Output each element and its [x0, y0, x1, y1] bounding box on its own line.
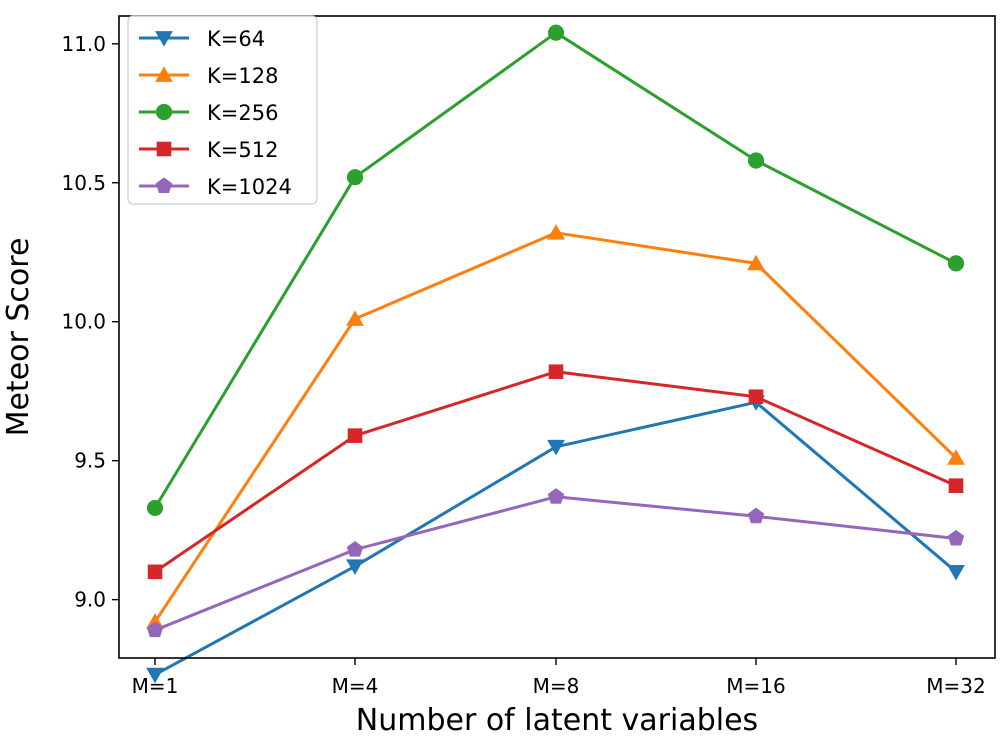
legend-marker	[155, 31, 173, 47]
legend-label: K=1024	[207, 175, 292, 199]
x-tick-label: M=8	[533, 674, 580, 698]
plot-area	[146, 24, 965, 684]
y-axis: 9.0 9.5 10.0 10.5 11.0	[61, 32, 119, 612]
x-axis: M=1 M=4 M=8 M=16 M=32	[132, 658, 986, 698]
data-point	[146, 621, 164, 638]
legend-marker	[155, 177, 173, 193]
data-point	[548, 364, 564, 380]
plot-frame	[118, 15, 996, 659]
series-k-512	[147, 364, 964, 580]
y-tick-label: 10.0	[61, 310, 106, 334]
data-point	[346, 559, 364, 575]
data-point	[947, 255, 965, 272]
legend: K=64 K=128 K=256 K=512 K=1024	[127, 15, 318, 205]
legend-entry: K=64	[139, 27, 265, 51]
data-point	[346, 540, 364, 557]
legend-frame	[127, 15, 318, 205]
series-k-128	[146, 224, 965, 629]
legend-entry: K=256	[139, 101, 278, 125]
legend-label: K=128	[207, 64, 278, 88]
data-point	[346, 169, 364, 186]
data-point	[747, 152, 765, 169]
data-point	[346, 310, 364, 326]
data-point	[146, 499, 164, 517]
legend-entry: K=128	[139, 64, 278, 88]
data-point	[547, 24, 565, 41]
data-point	[747, 254, 765, 271]
series-k-1024	[146, 488, 965, 638]
data-point	[747, 507, 765, 524]
legend-label: K=512	[207, 138, 278, 162]
data-point	[947, 564, 965, 581]
legend-marker	[155, 103, 173, 121]
series-k-256	[146, 24, 965, 517]
data-point	[547, 439, 565, 456]
data-point	[147, 564, 163, 580]
series-line	[153, 231, 958, 623]
y-tick-label: 9.5	[74, 449, 106, 473]
x-tick-label: M=1	[132, 674, 179, 698]
data-point	[748, 389, 764, 405]
data-point	[347, 428, 363, 443]
data-point	[547, 488, 565, 504]
legend-entry: K=1024	[139, 175, 292, 199]
legend-marker	[156, 141, 172, 157]
x-tick-label: M=32	[926, 674, 985, 698]
legend-label: K=256	[207, 101, 278, 125]
x-axis-label: Number of latent variables	[356, 703, 758, 738]
x-tick-label: M=4	[332, 674, 379, 698]
data-point	[146, 667, 164, 684]
series-k-64	[146, 395, 965, 684]
y-tick-label: 9.0	[74, 588, 106, 612]
legend-marker	[155, 66, 173, 82]
legend-entry: K=512	[139, 138, 278, 162]
data-point	[947, 449, 965, 465]
data-point	[947, 529, 965, 546]
y-tick-label: 10.5	[61, 171, 106, 195]
legend-label: K=64	[207, 27, 265, 51]
data-point	[948, 478, 964, 493]
data-point	[547, 224, 565, 240]
x-tick-label: M=16	[726, 674, 785, 698]
y-tick-label: 11.0	[61, 32, 106, 56]
y-axis-label: Meteor Score	[1, 238, 36, 437]
